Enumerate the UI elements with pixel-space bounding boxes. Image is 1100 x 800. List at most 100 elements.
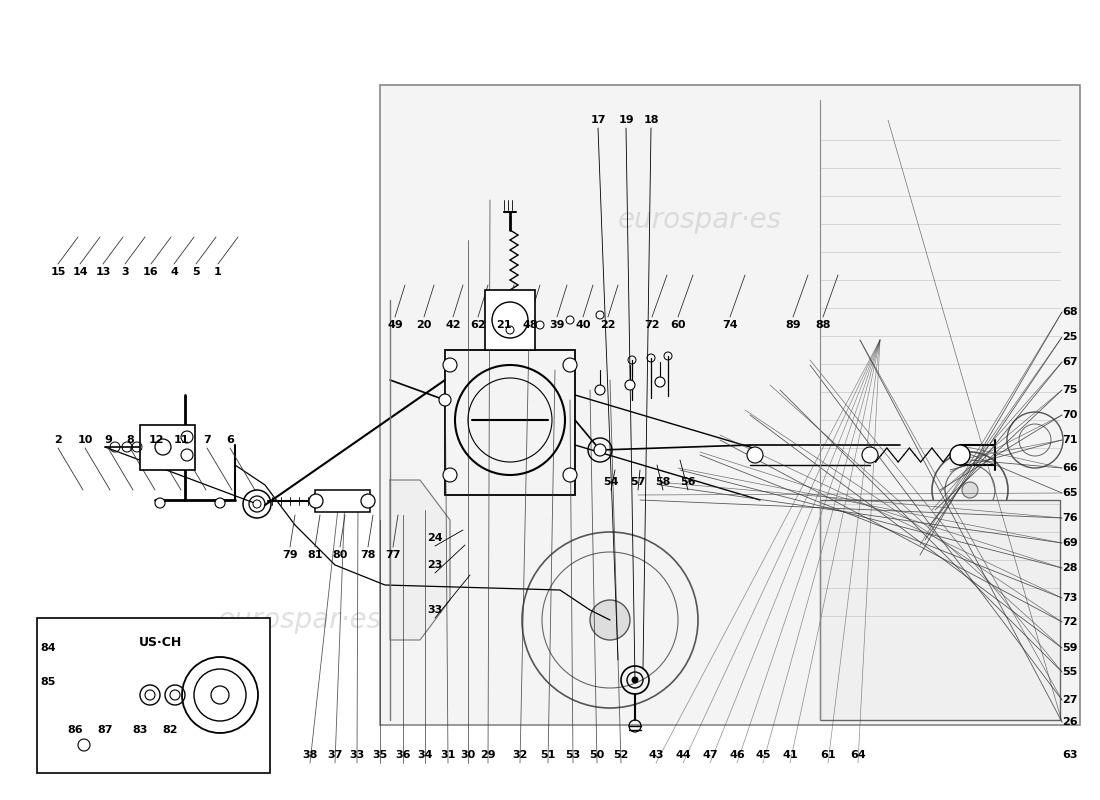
Circle shape [563,468,578,482]
Circle shape [536,321,544,329]
Text: 36: 36 [395,750,410,760]
Text: 22: 22 [601,320,616,330]
Text: 53: 53 [565,750,581,760]
Text: 3: 3 [121,267,129,277]
Text: 28: 28 [1063,563,1078,573]
Circle shape [596,311,604,319]
Bar [140,425,195,470]
Text: 38: 38 [302,750,318,760]
Text: 27: 27 [1063,695,1078,705]
Text: 83: 83 [132,725,147,735]
Text: 8: 8 [126,435,134,445]
Text: 76: 76 [1063,513,1078,523]
Text: 74: 74 [723,320,738,330]
Text: 32: 32 [513,750,528,760]
Text: 60: 60 [670,320,685,330]
Text: 79: 79 [283,550,298,560]
Circle shape [595,385,605,395]
Text: 54: 54 [603,477,618,487]
Text: 26: 26 [1063,717,1078,727]
Text: 33: 33 [350,750,364,760]
Text: 45: 45 [756,750,771,760]
Text: 68: 68 [1063,307,1078,317]
Text: 29: 29 [481,750,496,760]
Circle shape [747,447,763,463]
Circle shape [155,498,165,508]
Text: 52: 52 [614,750,629,760]
Text: 75: 75 [1063,385,1078,395]
Text: 9: 9 [104,435,112,445]
Text: 46: 46 [729,750,745,760]
Text: 62: 62 [470,320,486,330]
Text: 67: 67 [1063,357,1078,367]
Text: 15: 15 [51,267,66,277]
Circle shape [211,686,229,704]
Text: 77: 77 [385,550,400,560]
Text: 20: 20 [416,320,431,330]
Text: 10: 10 [77,435,92,445]
Text: 1: 1 [214,267,222,277]
Circle shape [214,498,225,508]
Circle shape [361,494,375,508]
Text: 23: 23 [427,560,442,570]
Text: 80: 80 [332,550,348,560]
Text: 4: 4 [170,267,178,277]
Text: 31: 31 [440,750,455,760]
Text: 13: 13 [96,267,111,277]
Circle shape [566,316,574,324]
Text: 88: 88 [815,320,830,330]
Text: 11: 11 [174,435,189,445]
Circle shape [182,431,192,443]
Circle shape [632,677,638,683]
Text: 72: 72 [645,320,660,330]
Text: 85: 85 [41,677,56,687]
Text: 17: 17 [591,115,606,125]
Circle shape [962,482,978,498]
Text: 44: 44 [675,750,691,760]
Text: 72: 72 [1063,617,1078,627]
Circle shape [590,600,630,640]
Text: 2: 2 [54,435,62,445]
Text: 19: 19 [618,115,634,125]
Text: 55: 55 [1063,667,1078,677]
Text: 59: 59 [1063,643,1078,653]
Text: 47: 47 [702,750,718,760]
Text: 35: 35 [373,750,387,760]
Circle shape [309,494,323,508]
Circle shape [439,394,451,406]
Text: 40: 40 [575,320,591,330]
Circle shape [506,326,514,334]
Text: 58: 58 [656,477,671,487]
Text: 65: 65 [1063,488,1078,498]
Text: 21: 21 [496,320,512,330]
Circle shape [654,377,666,387]
Text: 14: 14 [73,267,88,277]
Text: 87: 87 [97,725,112,735]
Text: 84: 84 [41,643,56,653]
Text: 73: 73 [1063,593,1078,603]
Text: 33: 33 [428,605,442,615]
Circle shape [862,447,878,463]
Text: 16: 16 [143,267,158,277]
Bar [446,350,575,495]
Text: 6: 6 [227,435,234,445]
Circle shape [155,439,170,455]
Text: 39: 39 [549,320,564,330]
Text: 5: 5 [192,267,200,277]
Text: 37: 37 [328,750,343,760]
Text: 57: 57 [630,477,646,487]
Circle shape [950,445,970,465]
Circle shape [253,500,261,508]
Text: 43: 43 [648,750,663,760]
Text: eurospar·es: eurospar·es [618,206,782,234]
Text: 66: 66 [1063,463,1078,473]
Text: 82: 82 [163,725,178,735]
Text: 49: 49 [387,320,403,330]
Text: 50: 50 [590,750,605,760]
Bar [37,618,270,773]
Text: 78: 78 [361,550,376,560]
Text: 86: 86 [67,725,82,735]
Polygon shape [390,480,450,640]
Text: 81: 81 [307,550,322,560]
Text: 70: 70 [1063,410,1078,420]
